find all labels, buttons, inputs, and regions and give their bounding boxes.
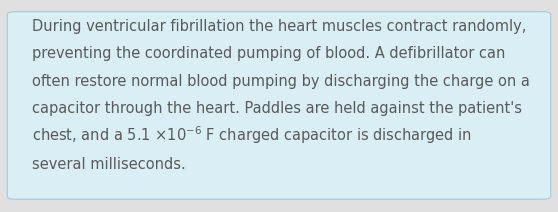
Text: During ventricular fibrillation the heart muscles contract randomly,: During ventricular fibrillation the hear…	[32, 19, 526, 34]
Text: several milliseconds.: several milliseconds.	[32, 156, 186, 172]
FancyBboxPatch shape	[7, 12, 551, 199]
Text: preventing the coordinated pumping of blood. A defibrillator can: preventing the coordinated pumping of bl…	[32, 46, 505, 61]
Text: chest, and a 5.1 $\times$10$^{-6}$ F charged capacitor is discharged in: chest, and a 5.1 $\times$10$^{-6}$ F cha…	[32, 124, 472, 146]
Text: often restore normal blood pumping by discharging the charge on a: often restore normal blood pumping by di…	[32, 74, 530, 89]
Text: capacitor through the heart. Paddles are held against the patient's: capacitor through the heart. Paddles are…	[32, 101, 522, 116]
